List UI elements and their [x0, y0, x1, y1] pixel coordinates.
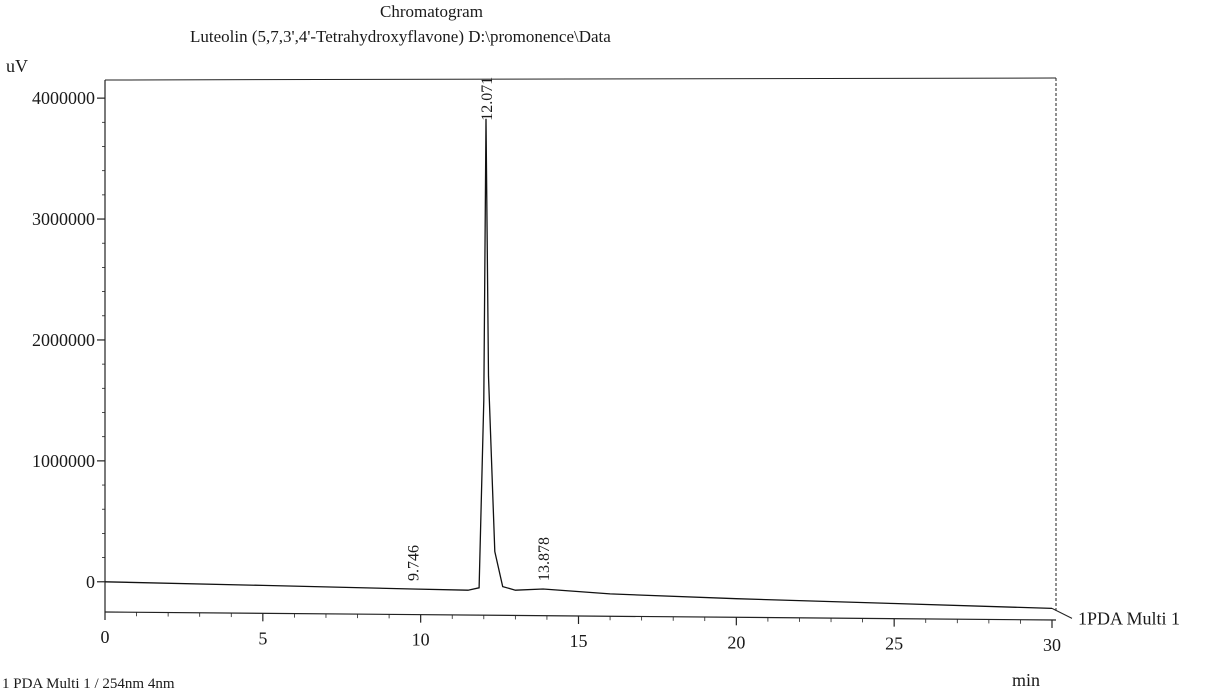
x-tick-label: 25 — [885, 634, 903, 654]
x-tick-label: 20 — [727, 632, 745, 652]
x-tick-label: 30 — [1043, 635, 1061, 655]
y-tick-label: 3000000 — [32, 209, 95, 229]
detector-footnote: 1 PDA Multi 1 / 254nm 4nm — [2, 676, 175, 692]
y-axis-label: uV — [6, 56, 28, 76]
series-name-leader — [1051, 607, 1073, 619]
x-tick-label: 15 — [570, 631, 588, 651]
peak-label: 13.878 — [536, 537, 553, 581]
y-tick-label: 2000000 — [32, 330, 95, 350]
peak-label: 12.071 — [479, 77, 496, 121]
y-tick-label: 1000000 — [32, 451, 95, 471]
plot-frame — [104, 77, 1057, 621]
x-axis-label: min — [1012, 670, 1041, 690]
chart-title: Chromatogram — [380, 2, 483, 21]
plot-border-top — [104, 77, 1057, 81]
x-axis-line — [104, 611, 1057, 621]
label-layer: 9.746 12.071 13.878 — [406, 77, 553, 581]
axis-ticks: 0 1000000 2000000 3000000 4000000 0 5 10 15 20 25 3… — [32, 88, 1061, 655]
peak-label: 9.746 — [406, 545, 423, 581]
x-tick-label: 0 — [101, 627, 110, 647]
series-line — [104, 118, 1053, 610]
y-tick-label: 0 — [86, 572, 95, 592]
series-name-label: 1PDA Multi 1 — [1078, 608, 1180, 628]
x-tick-label: 5 — [258, 628, 267, 648]
series-layer: 1PDA Multi 1 — [104, 118, 1180, 628]
x-tick-label: 10 — [412, 630, 430, 650]
chart-subtitle: Luteolin (5,7,3',4'-Tetrahydroxyflavone)… — [190, 27, 611, 46]
y-tick-label: 4000000 — [32, 88, 95, 108]
